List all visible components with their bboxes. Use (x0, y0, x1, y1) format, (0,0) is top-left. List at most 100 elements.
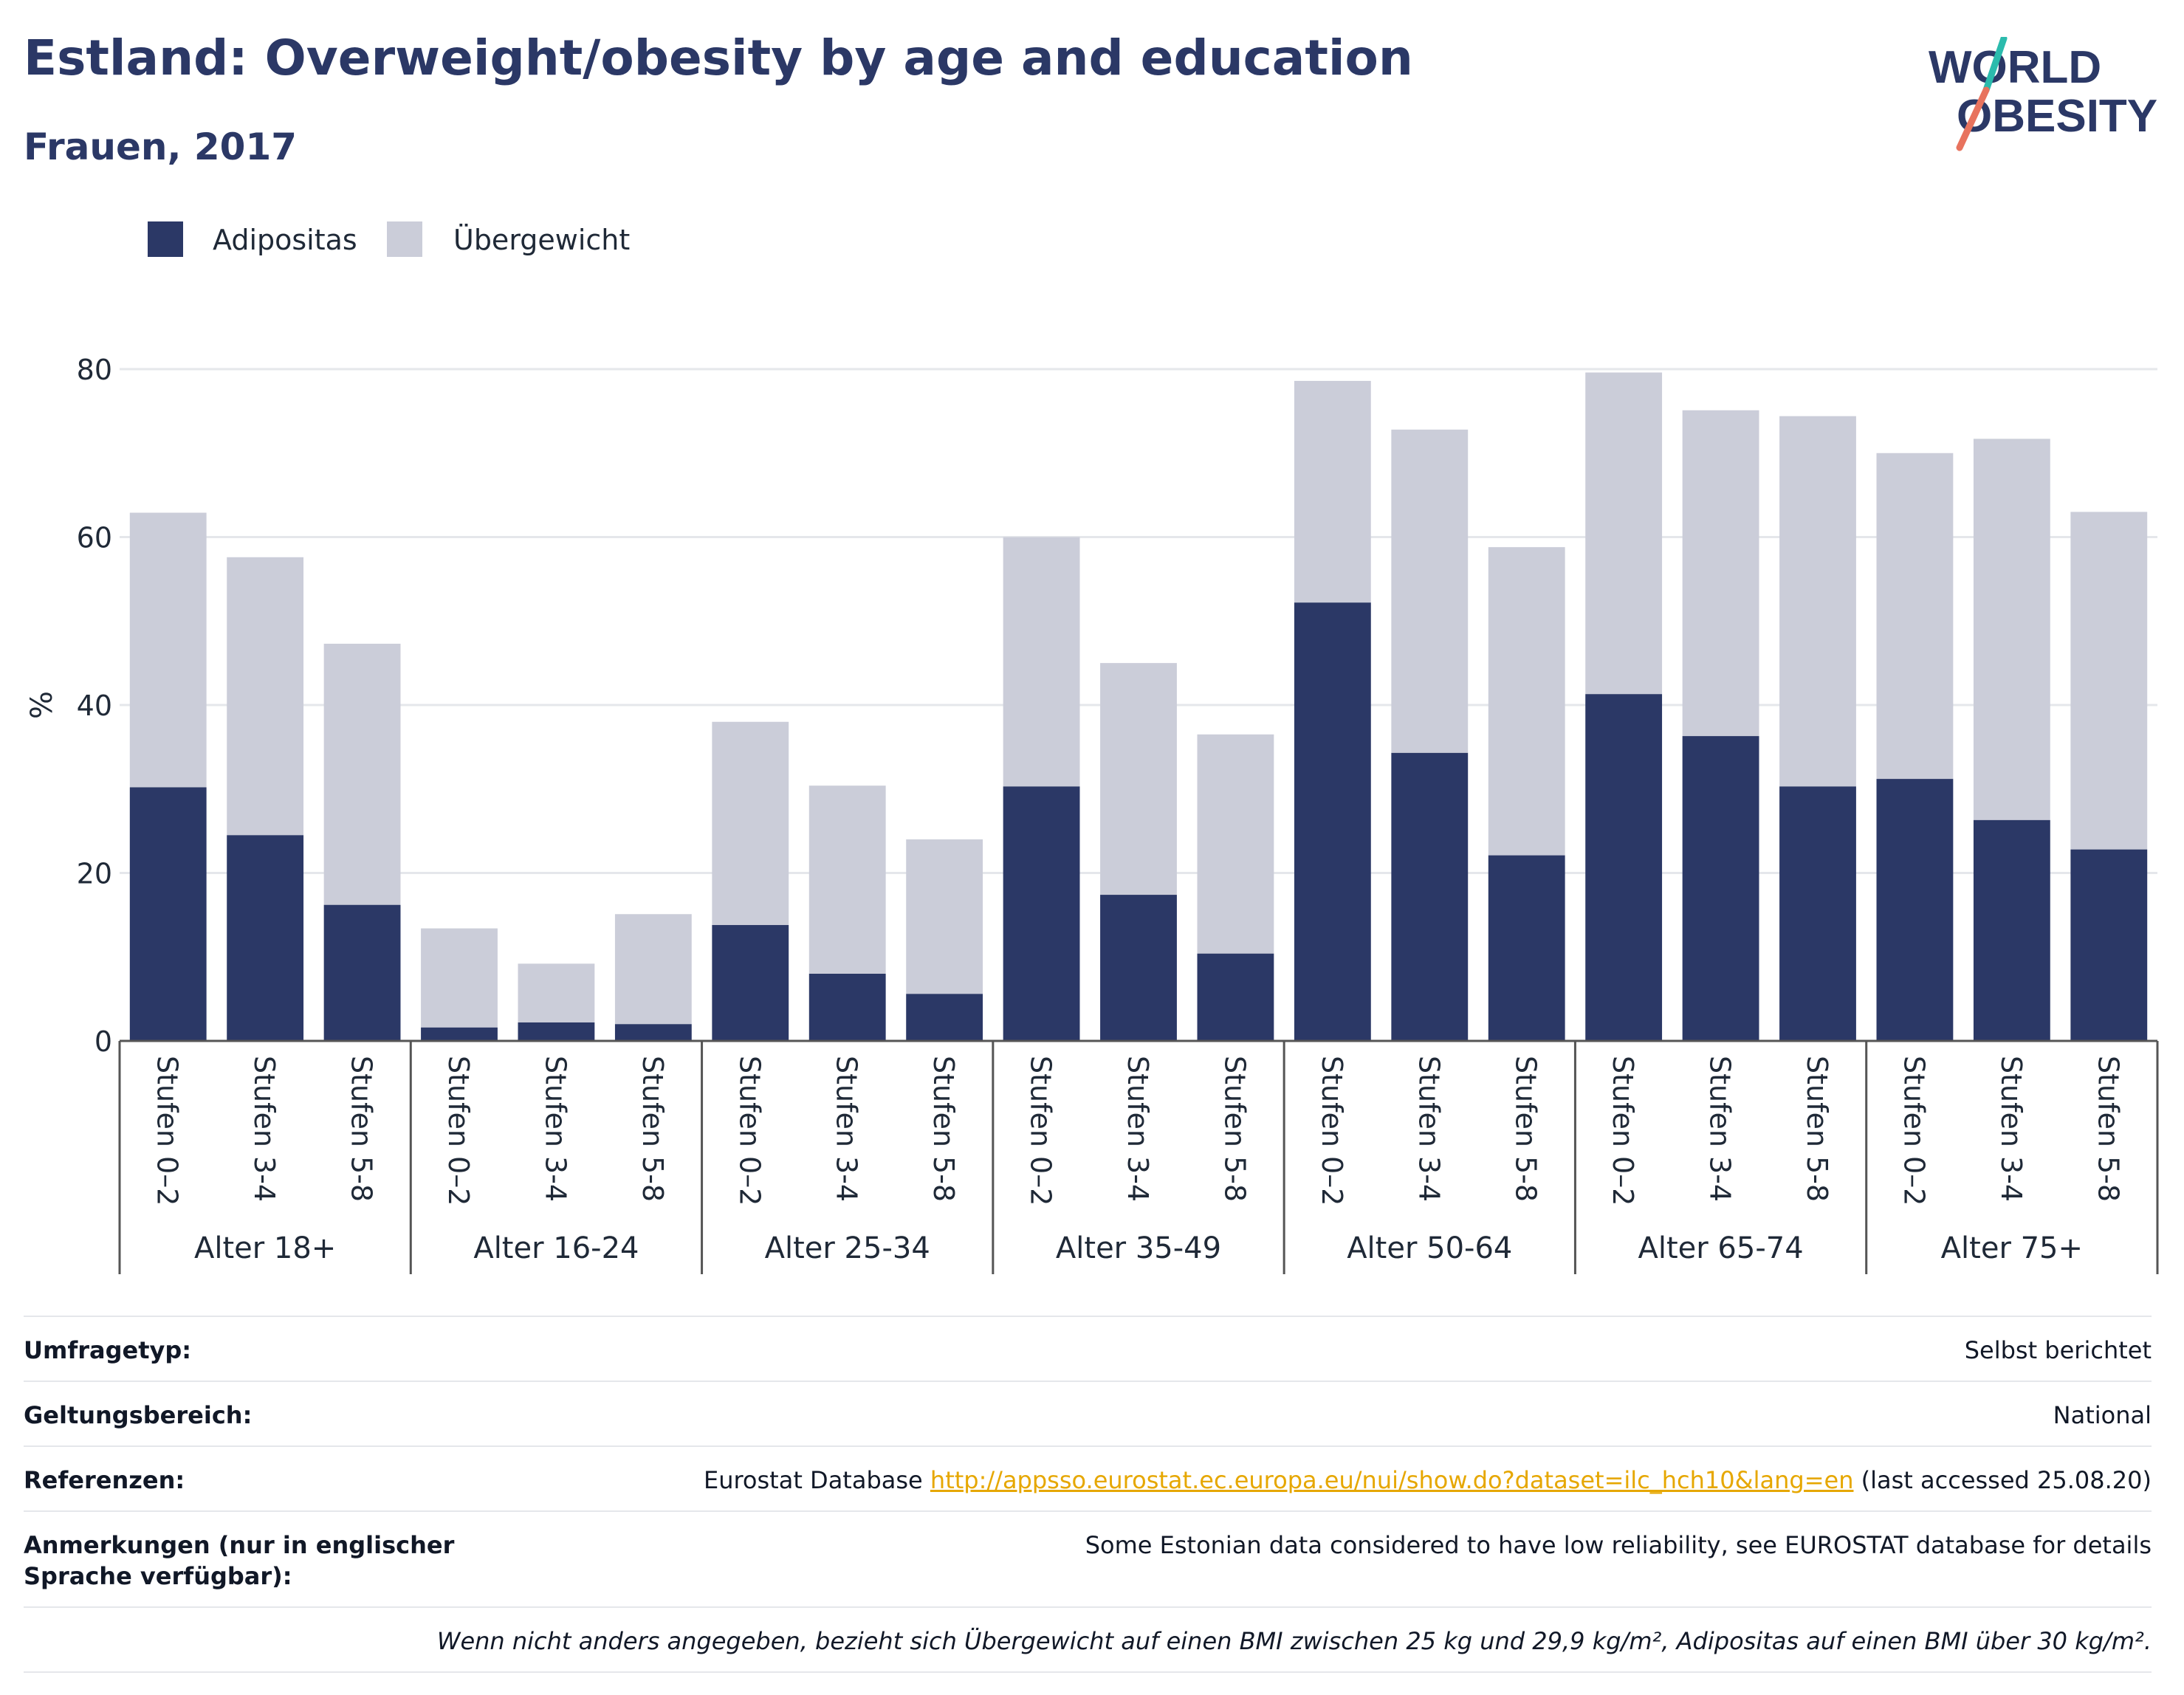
info-row-coverage: Geltungsbereich: National (24, 1381, 2152, 1445)
bar-uebergewicht (1003, 537, 1080, 787)
x-tick-label: Stufen 5-8 (927, 1056, 960, 1202)
logo-slash-teal-icon (1982, 37, 2008, 94)
bar-uebergewicht (129, 512, 207, 788)
x-tick-label: Stufen 0–2 (151, 1056, 184, 1206)
info-row-references: Referenzen: Eurostat Database http://app… (24, 1445, 2152, 1510)
bar-adipositas (1779, 786, 1856, 1041)
bar-uebergewicht (712, 721, 789, 926)
x-tick-label: Stufen 3-4 (1704, 1056, 1737, 1202)
reference-suffix: (last accessed 25.08.20) (1853, 1466, 2152, 1494)
x-tick-label: Stufen 5-8 (1218, 1056, 1251, 1202)
x-tick-label: Stufen 5-8 (636, 1056, 669, 1202)
bar-adipositas (1391, 752, 1469, 1041)
reference-prefix: Eurostat Database (703, 1466, 930, 1494)
legend-swatch-uebergewicht (387, 221, 422, 257)
info-label: Geltungsbereich: (24, 1401, 253, 1429)
bar-adipositas (808, 974, 886, 1041)
bar-uebergewicht (227, 557, 304, 836)
bar-adipositas (1488, 855, 1565, 1041)
definition-note: Wenn nicht anders angegeben, bezieht sic… (436, 1627, 2152, 1655)
bar-adipositas (1973, 819, 2050, 1041)
bar-uebergewicht (1779, 416, 1856, 787)
logo-line1: WORLD (1929, 42, 2101, 93)
bar-uebergewicht (1294, 380, 1371, 603)
x-tick-label: Stufen 3-4 (1995, 1056, 2027, 1202)
bar-uebergewicht (614, 914, 692, 1025)
x-tick-label: Stufen 3-4 (831, 1056, 863, 1202)
y-tick-label: 0 (95, 1025, 112, 1058)
bar-adipositas (1876, 779, 1954, 1041)
group-label: Alter 18+ (194, 1231, 336, 1265)
bar-uebergewicht (1585, 372, 1663, 695)
bar-uebergewicht (1488, 547, 1565, 856)
info-label: Umfragetyp: (24, 1336, 192, 1364)
bar-adipositas (1585, 694, 1663, 1041)
bar-adipositas (1100, 895, 1177, 1041)
bar-adipositas (518, 1022, 595, 1041)
x-tick-label: Stufen 5-8 (346, 1056, 378, 1202)
info-row-definition: Wenn nicht anders angegeben, bezieht sic… (24, 1606, 2152, 1673)
logo-line2: OBESITY (1957, 91, 2157, 142)
logo-slash-coral-icon (1956, 86, 1990, 151)
info-label: Anmerkungen (nur in englischer Sprache v… (24, 1531, 455, 1590)
group-label: Alter 16-24 (473, 1231, 639, 1265)
info-table: Umfragetyp: Selbst berichtet Geltungsber… (24, 1316, 2152, 1673)
bar-adipositas (2070, 849, 2148, 1041)
x-tick-label: Stufen 3-4 (248, 1056, 281, 1202)
info-row-notes: Anmerkungen (nur in englischer Sprache v… (24, 1510, 2152, 1606)
x-tick-label: Stufen 5-8 (1801, 1056, 1833, 1202)
x-tick-label: Stufen 3-4 (1122, 1056, 1154, 1202)
group-label: Alter 65-74 (1638, 1231, 1803, 1265)
bar-adipositas (129, 787, 207, 1041)
bar-adipositas (906, 994, 983, 1041)
y-tick-label: 20 (77, 858, 112, 890)
world-obesity-logo: WORLD OBESITY (1929, 37, 2157, 151)
bar-adipositas (1003, 786, 1080, 1041)
bar-uebergewicht (808, 785, 886, 974)
group-label: Alter 25-34 (765, 1231, 930, 1265)
bar-uebergewicht (1876, 453, 1954, 780)
bar-adipositas (614, 1024, 692, 1041)
bar-adipositas (1197, 953, 1274, 1041)
x-tick-label: Stufen 0–2 (1316, 1056, 1348, 1206)
y-tick-label: 80 (77, 354, 112, 386)
legend-label-uebergewicht: Übergewicht (453, 224, 630, 256)
group-label: Alter 75+ (1941, 1231, 2083, 1265)
bar-adipositas (421, 1027, 498, 1041)
group-label: Alter 35-49 (1056, 1231, 1221, 1265)
y-tick-label: 40 (77, 690, 112, 722)
bar-uebergewicht (421, 928, 498, 1028)
info-label: Referenzen: (24, 1466, 185, 1494)
bar-adipositas (1294, 602, 1371, 1041)
bar-uebergewicht (1682, 410, 1759, 737)
bar-uebergewicht (1197, 734, 1274, 954)
info-value: Some Estonian data considered to have lo… (1085, 1531, 2152, 1559)
y-axis-label: % (25, 691, 59, 719)
page-title: Estland: Overweight/obesity by age and e… (24, 30, 1413, 86)
info-value: National (2053, 1401, 2152, 1429)
x-tick-label: Stufen 0–2 (733, 1056, 766, 1206)
x-tick-label: Stufen 5-8 (2092, 1056, 2124, 1202)
x-tick-label: Stufen 0–2 (1025, 1056, 1057, 1206)
bar-adipositas (1682, 736, 1759, 1041)
info-value: Selbst berichtet (1964, 1336, 2152, 1364)
group-label: Alter 50-64 (1347, 1231, 1512, 1265)
y-tick-label: 60 (77, 522, 112, 554)
x-tick-label: Stufen 3-4 (539, 1056, 571, 1202)
bar-adipositas (323, 904, 401, 1041)
legend-swatch-adipositas (148, 221, 183, 257)
bar-uebergewicht (323, 643, 401, 905)
bar-uebergewicht (1100, 663, 1177, 895)
bar-uebergewicht (1391, 429, 1469, 753)
legend-label-adipositas: Adipositas (213, 224, 357, 256)
bar-uebergewicht (1973, 439, 2050, 820)
bar-uebergewicht (906, 839, 983, 994)
bar-uebergewicht (2070, 512, 2148, 850)
bar-adipositas (227, 835, 304, 1041)
x-tick-label: Stufen 0–2 (442, 1056, 475, 1206)
info-row-survey-type: Umfragetyp: Selbst berichtet (24, 1316, 2152, 1381)
reference-link[interactable]: http://appsso.eurostat.ec.europa.eu/nui/… (930, 1466, 1854, 1494)
bar-uebergewicht (518, 963, 595, 1022)
info-value: Eurostat Database http://appsso.eurostat… (704, 1465, 2152, 1496)
x-tick-label: Stufen 3-4 (1412, 1056, 1445, 1202)
